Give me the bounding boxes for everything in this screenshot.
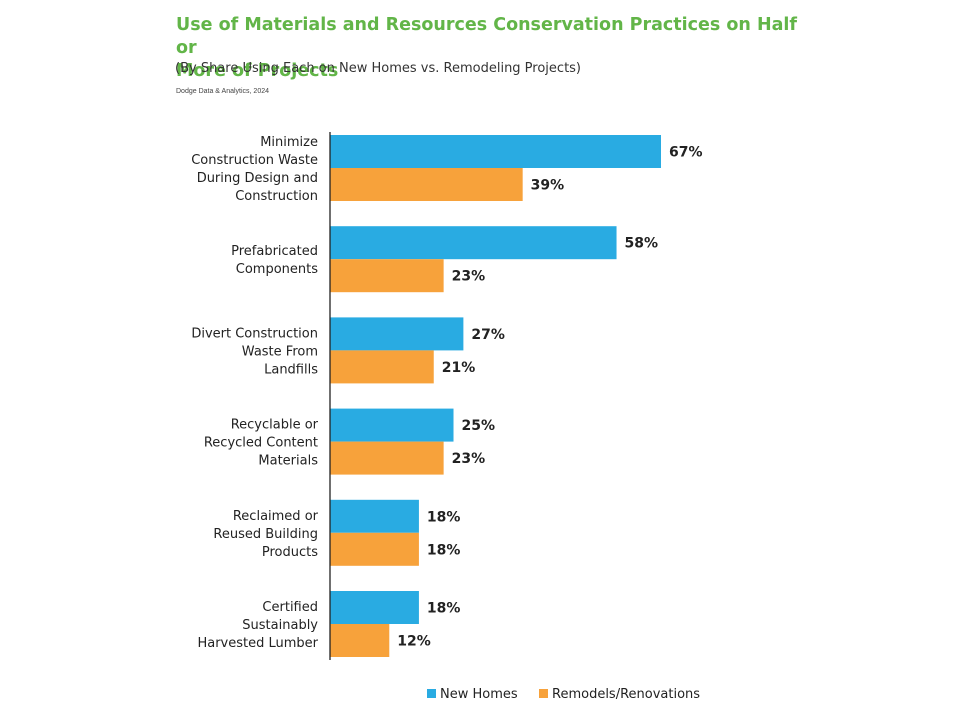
- category-label-line: Divert Construction: [191, 326, 318, 341]
- data-label: 23%: [452, 451, 486, 467]
- chart-title-line-1: Use of Materials and Resources Conservat…: [176, 15, 798, 58]
- bar-new-homes: [330, 499, 419, 533]
- source-note: Dodge Data & Analytics, 2024: [176, 88, 270, 95]
- bar-new-homes: [330, 408, 454, 442]
- data-label: 58%: [625, 236, 659, 252]
- bar-remodels: [330, 441, 444, 475]
- category-label: Minimize Construction Waste During Design …: [191, 135, 318, 204]
- category-label-line: Materials: [258, 454, 318, 469]
- bar-new-homes: [330, 135, 661, 168]
- category-label-line: Construction: [235, 189, 318, 204]
- category-label-line: Reused Building: [213, 527, 318, 542]
- bar-remodels: [330, 168, 523, 201]
- category-label-line: Components: [236, 262, 318, 277]
- category-label-line: Sustainably: [242, 618, 318, 633]
- legend-label-remodels: Remodels/Renovations: [552, 687, 700, 702]
- data-label: 25%: [462, 418, 496, 434]
- category-label-line: Recycled Content: [204, 436, 318, 451]
- legend-swatch-new-homes: [427, 689, 436, 698]
- data-label: 18%: [427, 509, 461, 525]
- data-label: 27%: [471, 327, 505, 343]
- bar-new-homes: [330, 226, 617, 260]
- category-label-line: Reclaimed or: [233, 509, 319, 524]
- category-label-line: Harvested Lumber: [197, 636, 318, 651]
- chart-title-line-2: More of Projects: [176, 61, 339, 81]
- category-label-line: During Design and: [197, 171, 318, 186]
- bar-remodels: [330, 259, 444, 293]
- chart-title: Use of Materials and Resources Conservat…: [176, 14, 816, 83]
- category-label-line: Waste From: [242, 344, 318, 359]
- data-label: 18%: [427, 542, 461, 558]
- bar-remodels: [330, 350, 434, 384]
- category-label-line: Products: [262, 545, 318, 560]
- category-label: Reclaimed or Reused Building Products: [213, 509, 318, 560]
- legend: New Homes Remodels/Renovations: [427, 687, 700, 702]
- category-label-line: Prefabricated: [231, 244, 318, 259]
- data-label: 12%: [397, 634, 431, 650]
- bar-remodels: [330, 624, 390, 657]
- data-label: 18%: [427, 601, 461, 617]
- chart-subtitle: (By Share Using Each on New Homes vs. Re…: [175, 61, 582, 76]
- category-label-line: Recyclable or: [231, 418, 319, 433]
- category-label: Divert Construction Waste From Landfills: [191, 326, 318, 377]
- data-label: 67%: [669, 145, 703, 161]
- data-label: 23%: [452, 269, 486, 285]
- legend-swatch-remodels: [539, 689, 548, 698]
- category-label-line: Minimize: [260, 135, 318, 150]
- data-label: 21%: [442, 360, 476, 376]
- category-label-line: Landfills: [264, 362, 318, 377]
- category-label: Prefabricated Components: [231, 244, 318, 277]
- bar-new-homes: [330, 591, 419, 624]
- legend-label-new-homes: New Homes: [440, 687, 518, 702]
- data-label: 39%: [531, 178, 565, 194]
- category-label-line: Certified: [262, 600, 318, 615]
- category-label-line: Construction Waste: [191, 153, 318, 168]
- bar-remodels: [330, 532, 419, 566]
- bars-group: Minimize Construction Waste During Design …: [191, 135, 703, 657]
- category-label: Certified Sustainably Harvested Lumber: [197, 600, 318, 651]
- bar-new-homes: [330, 317, 464, 351]
- category-label: Recyclable or Recycled Content Materials: [204, 418, 319, 469]
